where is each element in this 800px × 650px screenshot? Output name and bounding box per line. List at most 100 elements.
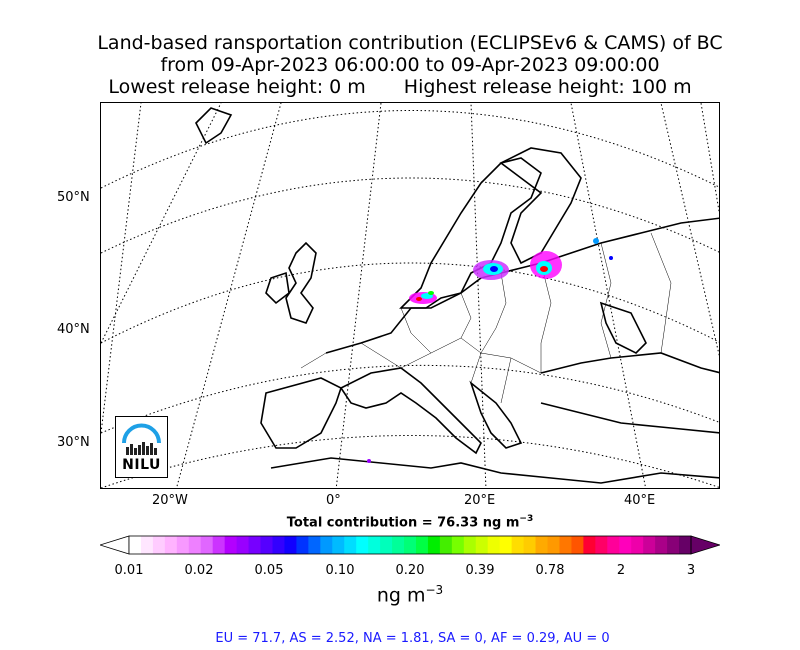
regional-contributions: EU = 71.7, AS = 2.52, NA = 1.81, SA = 0,… xyxy=(215,631,610,646)
meridian-line xyxy=(700,103,719,215)
plume-core xyxy=(428,291,434,295)
meridian-line xyxy=(335,103,382,488)
colorbar-segment xyxy=(129,536,142,554)
lon-label-20e: 20°E xyxy=(464,493,496,508)
colorbar-segment xyxy=(535,536,549,554)
colorbar-tick-label: 0.10 xyxy=(325,563,355,578)
lon-label-20w: 20°W xyxy=(152,493,188,508)
colorbar-segment xyxy=(571,536,584,554)
meridian-line xyxy=(660,103,719,357)
colorbar-tick-label: 0.78 xyxy=(535,563,565,578)
colorbar-unit-base: ng m xyxy=(376,584,426,607)
colorbar-unit-exponent: −3 xyxy=(425,583,444,597)
parallel-line xyxy=(101,110,719,189)
inland-lake xyxy=(599,301,647,354)
colorbar-segment xyxy=(200,536,214,554)
black-sea-coast xyxy=(540,352,719,374)
colorbar-segment xyxy=(356,536,369,554)
graticule xyxy=(101,103,719,488)
colorbar-segment xyxy=(176,536,190,554)
colorbar-segment xyxy=(523,536,537,554)
colorbar-tick-label: 0.39 xyxy=(465,563,495,578)
nilu-logo-icon xyxy=(122,423,161,455)
plume-core xyxy=(490,266,498,272)
nilu-logo: NILU xyxy=(115,416,168,478)
total-contribution-label: Total contribution = 76.33 ng m xyxy=(286,515,520,531)
colorbar-segment xyxy=(284,536,297,554)
plume-core xyxy=(540,266,548,272)
lat-label-30n: 30°N xyxy=(57,435,90,450)
colorbar-segment xyxy=(463,536,477,554)
colorbar-segment xyxy=(140,536,154,554)
colorbar-tick-label: 2 xyxy=(616,563,626,578)
africa-coast xyxy=(270,457,719,484)
borders xyxy=(300,232,672,404)
colorbar-segment xyxy=(164,536,178,554)
colorbar-segment xyxy=(499,536,513,554)
map-panel xyxy=(100,102,720,489)
colorbar-segment xyxy=(260,536,273,554)
colorbar-segment xyxy=(248,536,262,554)
colorbar-segment xyxy=(224,536,238,554)
colorbar-unit: ng m−3 xyxy=(0,583,800,606)
colorbar-segment xyxy=(236,536,250,554)
colorbar-segment xyxy=(380,536,393,554)
lon-label-0: 0° xyxy=(326,493,341,508)
colorbar-segment xyxy=(619,536,632,554)
plume-spot xyxy=(593,238,599,244)
finland-coast xyxy=(499,147,582,265)
colorbar-min-arrow xyxy=(100,535,130,555)
colorbar-segment xyxy=(344,536,357,554)
colorbar-segment xyxy=(679,536,692,554)
colorbar-segment xyxy=(583,536,596,554)
italy-coast xyxy=(339,367,482,455)
colorbar-tick-label: 3 xyxy=(686,563,696,578)
colorbar-segment xyxy=(152,536,166,554)
plume-spot xyxy=(609,256,613,260)
meridian-line xyxy=(101,103,142,434)
colorbar-segment xyxy=(404,536,417,554)
colorbar-segment xyxy=(392,536,405,554)
colorbar-segment xyxy=(439,536,453,554)
meridian-line xyxy=(570,103,647,488)
colorbar-segment xyxy=(308,536,321,554)
colorbar-segment xyxy=(667,536,680,554)
plume-core xyxy=(416,297,422,301)
colorbar-tick-label: 0.20 xyxy=(395,563,425,578)
meridian-line xyxy=(470,103,487,488)
parallel-line xyxy=(101,435,719,488)
colorbar-segment xyxy=(607,536,620,554)
coastlines xyxy=(195,107,719,484)
colorbar-segment xyxy=(212,536,226,554)
map-canvas xyxy=(101,103,719,488)
colorbar-tick-label: 0.01 xyxy=(114,563,144,578)
plume-spot xyxy=(367,459,371,463)
meridian-line xyxy=(176,103,282,488)
colorbar-segment xyxy=(511,536,525,554)
colorbar-segment xyxy=(655,536,668,554)
colorbar-segment xyxy=(559,536,572,554)
plot-title-line-2: from 09-Apr-2023 06:00:00 to 09-Apr-2023… xyxy=(160,54,660,76)
nilu-logo-text: NILU xyxy=(122,457,161,473)
concentration-plumes xyxy=(367,238,613,463)
colorbar-frame xyxy=(128,535,692,555)
colorbar-segment xyxy=(487,536,501,554)
plot-title-line-3: Lowest release height: 0 m Highest releas… xyxy=(0,76,800,98)
turkey-coast xyxy=(540,402,719,434)
ireland-coast xyxy=(265,271,290,305)
lat-label-50n: 50°N xyxy=(57,190,90,205)
parallel-line xyxy=(101,364,719,434)
total-contribution: Total contribution = 76.33 ng m−3 xyxy=(0,514,800,530)
colorbar-tick-label: 0.02 xyxy=(184,563,214,578)
parallel-line xyxy=(101,262,719,344)
colorbar-segment xyxy=(188,536,202,554)
parallel-line xyxy=(101,177,719,254)
meridian-line xyxy=(101,103,222,344)
colorbar-segment xyxy=(272,536,285,554)
colorbar-segment xyxy=(320,536,333,554)
colorbar-segment xyxy=(415,536,429,554)
colorbar-segment xyxy=(427,536,441,554)
colorbar-segment xyxy=(451,536,465,554)
colorbar-segment xyxy=(332,536,345,554)
britain-coast xyxy=(285,241,317,324)
